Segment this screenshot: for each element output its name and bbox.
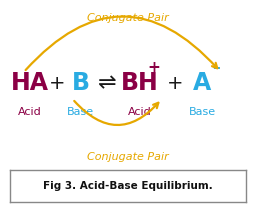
FancyArrowPatch shape <box>26 16 217 70</box>
FancyArrowPatch shape <box>74 101 158 125</box>
Text: ⇌: ⇌ <box>98 73 116 94</box>
Text: B: B <box>72 71 90 95</box>
Text: Acid: Acid <box>18 107 41 117</box>
Text: +: + <box>49 74 66 93</box>
Text: Conjugate Pair: Conjugate Pair <box>87 152 169 162</box>
Text: Acid: Acid <box>128 107 151 117</box>
Text: –: – <box>212 61 220 75</box>
Text: BH: BH <box>121 71 158 95</box>
Text: A: A <box>193 71 211 95</box>
Text: Base: Base <box>189 107 216 117</box>
Text: Conjugate Pair: Conjugate Pair <box>87 13 169 22</box>
Text: +: + <box>147 61 160 75</box>
Text: HA: HA <box>10 71 48 95</box>
Text: +: + <box>167 74 184 93</box>
Text: Base: Base <box>67 107 94 117</box>
